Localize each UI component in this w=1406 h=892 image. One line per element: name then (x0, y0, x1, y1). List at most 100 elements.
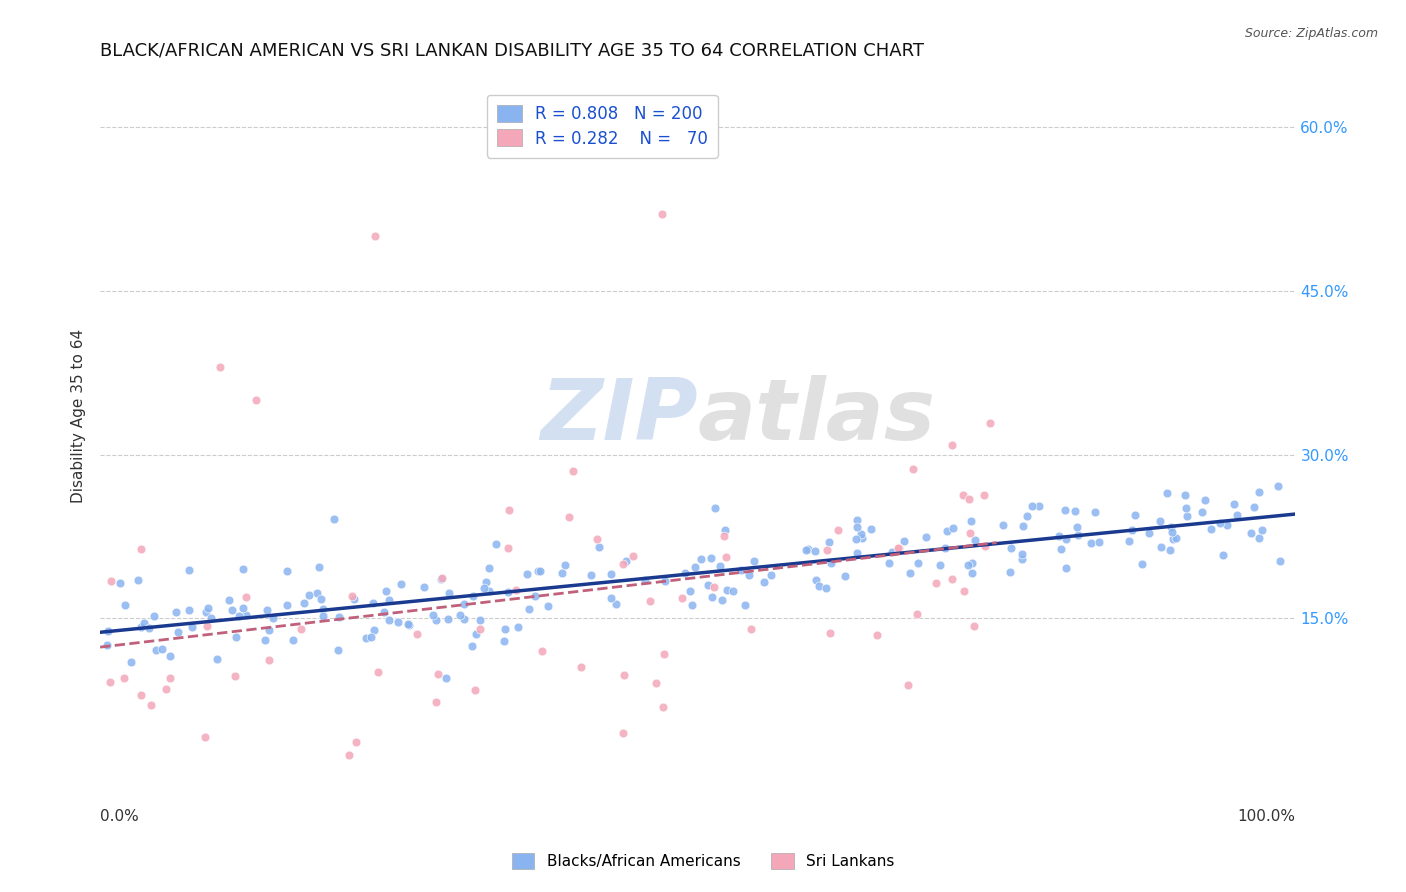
Point (723, 583, 745, 598)
Point (887, 541, 910, 555)
Point (654, 574, 676, 588)
Point (232, 562, 254, 576)
Point (188, 764, 211, 779)
Point (612, 726, 634, 740)
Point (929, 558, 952, 573)
Point (1194, 493, 1216, 508)
Text: 0.0%: 0.0% (100, 808, 139, 823)
Point (1015, 509, 1038, 524)
Point (860, 523, 883, 537)
Point (364, 229, 387, 244)
Point (714, 523, 737, 537)
Point (897, 678, 920, 692)
Point (129, 619, 152, 633)
Point (796, 542, 818, 557)
Y-axis label: Disability Age 35 to 64: Disability Age 35 to 64 (72, 329, 86, 503)
Point (638, 593, 661, 607)
Point (208, 360, 231, 375)
Point (714, 549, 737, 564)
Point (804, 543, 827, 558)
Point (956, 558, 979, 572)
Point (529, 564, 551, 578)
Point (337, 747, 360, 762)
Point (425, 613, 447, 627)
Point (877, 556, 900, 570)
Point (120, 655, 142, 669)
Point (221, 603, 243, 617)
Point (523, 589, 546, 603)
Point (846, 520, 869, 534)
Point (225, 631, 247, 645)
Point (965, 533, 987, 547)
Point (478, 561, 501, 575)
Point (398, 618, 420, 632)
Point (820, 556, 842, 570)
Point (177, 602, 200, 616)
Point (167, 625, 190, 640)
Point (127, 573, 149, 587)
Point (517, 602, 540, 616)
Point (562, 464, 585, 478)
Point (139, 698, 162, 713)
Point (378, 593, 401, 607)
Point (179, 563, 201, 577)
Point (492, 634, 515, 648)
Point (1080, 536, 1102, 550)
Point (634, 573, 657, 587)
Point (235, 591, 257, 605)
Point (257, 653, 280, 667)
Point (430, 571, 453, 585)
Text: Source: ZipAtlas.com: Source: ZipAtlas.com (1244, 27, 1378, 40)
Point (952, 488, 974, 502)
Point (1084, 505, 1107, 519)
Point (97, 624, 120, 639)
Point (942, 521, 965, 535)
Point (343, 592, 366, 607)
Point (979, 416, 1001, 430)
Point (588, 540, 610, 554)
Point (1267, 479, 1289, 493)
Point (740, 622, 762, 636)
Point (378, 613, 401, 627)
Point (1137, 525, 1160, 540)
Point (232, 601, 254, 615)
Point (671, 591, 693, 605)
Point (516, 566, 538, 581)
Point (959, 514, 981, 528)
Point (537, 599, 560, 614)
Point (406, 627, 429, 641)
Point (716, 582, 738, 597)
Point (759, 568, 782, 582)
Point (449, 608, 471, 623)
Point (1054, 503, 1077, 517)
Point (1209, 516, 1232, 530)
Point (159, 649, 181, 664)
Point (453, 611, 475, 625)
Point (797, 541, 820, 556)
Point (554, 558, 576, 573)
Point (363, 623, 385, 637)
Point (907, 557, 929, 571)
Point (224, 669, 246, 683)
Point (1243, 500, 1265, 515)
Point (605, 597, 627, 611)
Point (290, 622, 312, 636)
Point (235, 607, 257, 622)
Point (974, 539, 997, 553)
Point (398, 616, 420, 631)
Point (941, 572, 963, 586)
Point (612, 558, 634, 572)
Point (367, 665, 389, 679)
Point (1166, 531, 1188, 545)
Point (679, 584, 702, 599)
Point (155, 682, 177, 697)
Point (1156, 486, 1178, 500)
Point (276, 598, 298, 612)
Point (645, 676, 668, 690)
Point (96, 639, 118, 653)
Point (1149, 541, 1171, 555)
Point (887, 541, 910, 556)
Point (742, 553, 765, 567)
Point (957, 491, 980, 506)
Point (262, 611, 284, 625)
